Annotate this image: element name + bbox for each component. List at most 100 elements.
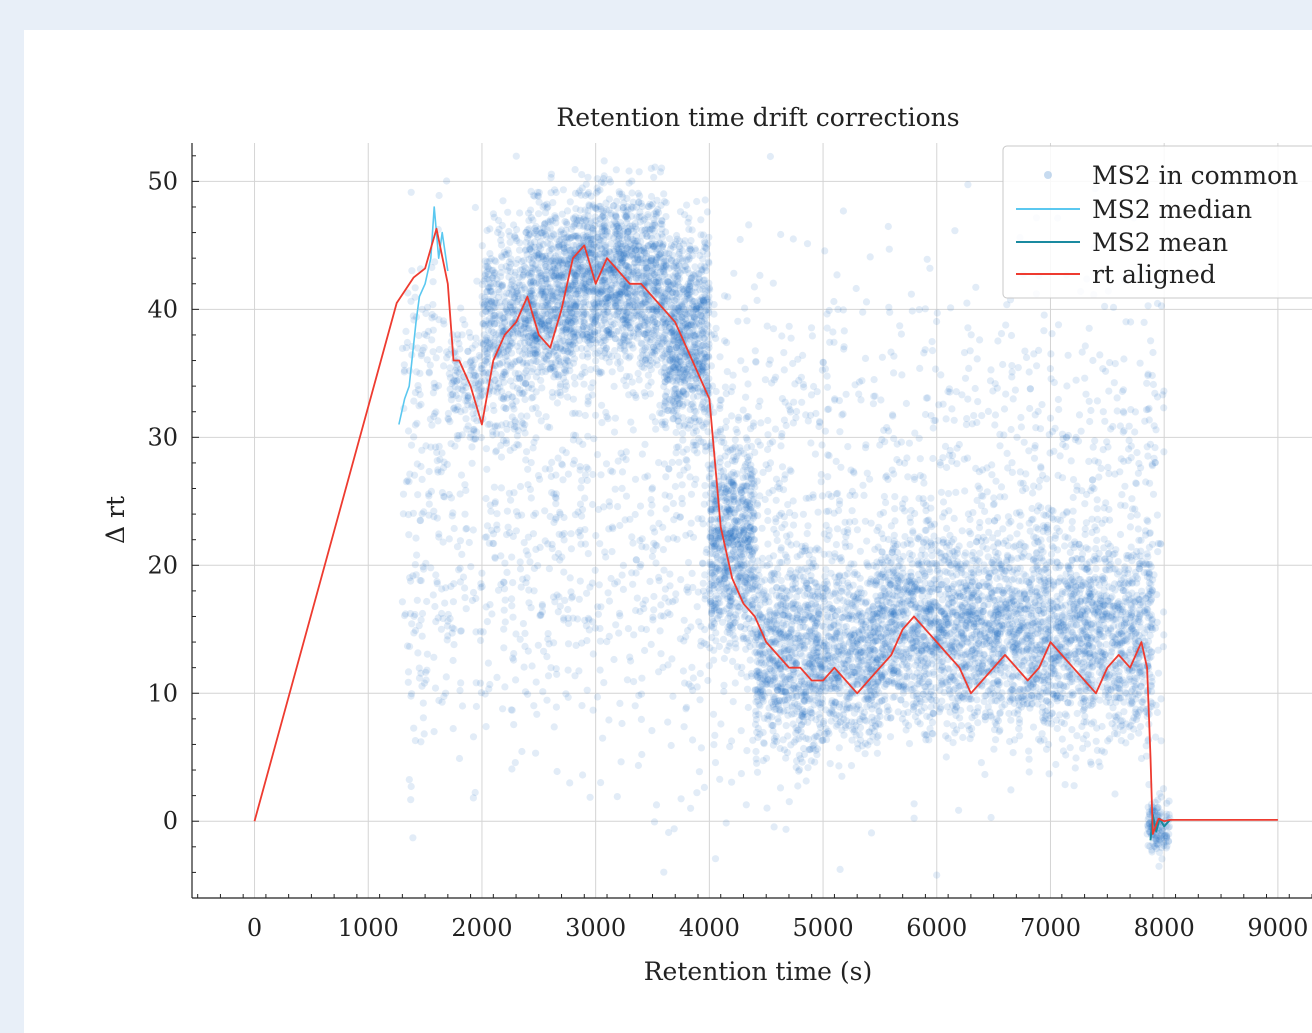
scatter-point bbox=[479, 340, 488, 348]
scatter-point bbox=[559, 319, 567, 327]
scatter-point bbox=[705, 292, 713, 300]
scatter-point bbox=[730, 509, 738, 517]
scatter-point bbox=[582, 282, 590, 290]
scatter-point bbox=[518, 257, 526, 266]
scatter-point bbox=[479, 368, 487, 377]
scatter-point bbox=[507, 363, 515, 371]
scatter-point bbox=[514, 370, 523, 378]
scatter-point bbox=[511, 369, 519, 377]
scatter-point bbox=[600, 157, 608, 165]
scatter-point bbox=[486, 339, 494, 347]
scatter-point bbox=[489, 345, 497, 353]
scatter-point bbox=[516, 339, 524, 347]
scatter-point bbox=[430, 313, 439, 321]
scatter-point bbox=[549, 294, 557, 302]
scatter-point bbox=[669, 279, 677, 287]
scatter-point bbox=[509, 329, 517, 337]
scatter-point bbox=[540, 321, 549, 329]
scatter-point bbox=[491, 376, 499, 384]
scatter-point bbox=[723, 646, 731, 655]
scatter-point bbox=[497, 231, 505, 239]
scatter-point bbox=[578, 171, 586, 179]
scatter-point bbox=[541, 354, 549, 362]
scatter-point bbox=[683, 201, 691, 209]
scatter-point bbox=[501, 251, 509, 259]
scatter-point bbox=[411, 389, 419, 397]
scatter-point bbox=[562, 300, 571, 308]
scatter-point bbox=[685, 269, 693, 277]
scatter-point bbox=[502, 262, 510, 271]
scatter-point bbox=[481, 376, 489, 385]
scatter-point bbox=[524, 316, 532, 324]
scatter-point bbox=[487, 288, 495, 296]
scatter-point bbox=[515, 375, 524, 383]
scatter-point bbox=[519, 424, 528, 432]
scatter-point bbox=[443, 348, 451, 356]
scatter-point bbox=[557, 271, 565, 280]
scatter-point bbox=[483, 288, 491, 296]
scatter-point bbox=[835, 762, 843, 770]
scatter-point bbox=[540, 357, 548, 365]
scatter-point bbox=[411, 284, 419, 292]
scatter-point bbox=[483, 262, 491, 270]
scatter-point bbox=[718, 434, 726, 442]
scatter-point bbox=[829, 606, 838, 614]
scatter-point bbox=[500, 403, 508, 411]
scatter-point bbox=[525, 209, 533, 217]
scatter-point bbox=[495, 216, 503, 225]
scatter-point bbox=[699, 301, 708, 309]
scatter-point bbox=[483, 349, 491, 357]
scatter-point bbox=[689, 403, 697, 411]
scatter-point bbox=[499, 314, 507, 322]
scatter-point bbox=[505, 289, 513, 297]
scatter-point bbox=[804, 764, 812, 772]
scatter-point bbox=[616, 190, 624, 198]
scatter-point bbox=[484, 264, 492, 272]
scatter-point bbox=[724, 614, 732, 623]
scatter-point bbox=[449, 391, 457, 399]
scatter-point bbox=[636, 255, 645, 263]
scatter-point bbox=[452, 391, 460, 400]
scatter-point bbox=[531, 224, 539, 233]
scatter-point bbox=[486, 279, 494, 288]
scatter-point bbox=[506, 337, 514, 345]
scatter-point bbox=[541, 263, 550, 271]
scatter-point bbox=[687, 246, 696, 254]
scatter-point bbox=[515, 347, 524, 355]
scatter-point bbox=[632, 296, 641, 304]
scatter-point bbox=[451, 371, 459, 379]
scatter-point bbox=[489, 302, 498, 310]
scatter-point bbox=[509, 309, 518, 317]
scatter-point bbox=[516, 209, 524, 217]
scatter-point bbox=[509, 360, 517, 368]
scatter-point bbox=[481, 387, 489, 395]
scatter-point bbox=[522, 329, 530, 337]
scatter-point bbox=[582, 309, 590, 318]
scatter-point bbox=[548, 363, 556, 371]
scatter-point bbox=[552, 298, 560, 306]
scatter-point bbox=[544, 303, 552, 311]
scatter-point bbox=[711, 507, 719, 515]
scatter-point bbox=[508, 400, 516, 408]
scatter-point bbox=[505, 249, 513, 257]
scatter-point bbox=[692, 269, 700, 277]
scatter-point bbox=[525, 339, 533, 347]
scatter-point bbox=[533, 345, 541, 353]
scatter-point bbox=[514, 289, 522, 297]
scatter-point bbox=[551, 292, 559, 300]
scatter-point bbox=[531, 238, 539, 246]
scatter-point bbox=[668, 406, 676, 414]
scatter-point bbox=[650, 331, 658, 339]
scatter-point bbox=[512, 284, 520, 292]
scatter-point bbox=[472, 334, 480, 342]
scatter-point bbox=[535, 279, 543, 287]
scatter-point bbox=[488, 298, 496, 306]
scatter-point bbox=[687, 321, 696, 329]
scatter-point bbox=[491, 304, 499, 312]
scatter-point bbox=[508, 339, 516, 347]
scatter-point bbox=[532, 227, 540, 235]
scatter-point bbox=[569, 359, 578, 367]
scatter-point bbox=[511, 294, 519, 302]
scatter-point bbox=[468, 356, 476, 364]
